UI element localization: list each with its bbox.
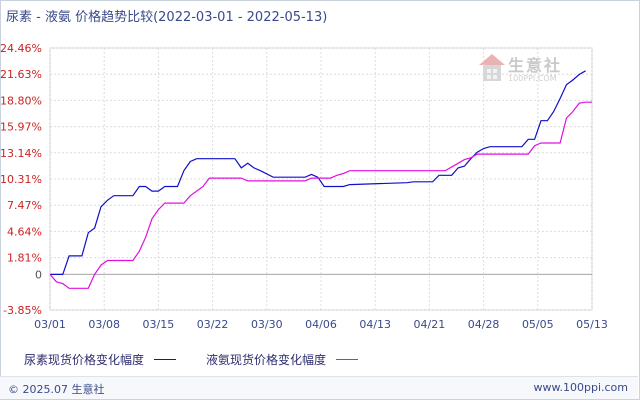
x-tick-label: 03/15	[143, 318, 175, 331]
x-tick-label: 05/05	[522, 318, 554, 331]
y-tick-label: 13.14%	[0, 147, 42, 160]
y-tick-label: 21.63%	[0, 68, 42, 81]
chart-title: 尿素 - 液氨 价格趋势比较(2022-03-01 - 2022-05-13)	[6, 10, 328, 25]
x-tick-label: 03/01	[34, 318, 66, 331]
footer: © 2025.07 生意社 www.100ppi.com	[0, 376, 638, 399]
legend-swatch-series2	[336, 358, 359, 360]
legend-label-series1: 尿素现货价格变化幅度	[24, 352, 145, 367]
logo: 生意社 100PPI.COM	[478, 52, 578, 88]
y-tick-label: 24.46%	[0, 42, 42, 55]
x-tick-label: 04/13	[359, 318, 391, 331]
y-tick-label: 1.81%	[7, 252, 42, 265]
house-logo-icon	[479, 54, 505, 81]
y-tick-label: -3.85%	[3, 304, 42, 317]
x-tick-label: 05/13	[576, 318, 608, 331]
y-tick-label: 0	[35, 268, 42, 281]
logo-name: 生意社	[508, 56, 563, 75]
series-line-1	[50, 70, 586, 275]
x-tick-label: 04/06	[305, 318, 337, 331]
footer-site-link[interactable]: www.100ppi.com	[533, 381, 628, 394]
legend-label-series2: 液氨现货价格变化幅度	[206, 352, 327, 367]
y-tick-label: 18.80%	[0, 94, 42, 107]
logo-url: 100PPI.COM	[508, 74, 557, 83]
y-tick-label: 10.31%	[0, 173, 42, 186]
x-tick-label: 03/30	[251, 318, 283, 331]
legend-item-series1: 尿素现货价格变化幅度	[24, 351, 177, 368]
legend: 尿素现货价格变化幅度 液氨现货价格变化幅度	[24, 350, 388, 368]
y-tick-label: 4.64%	[7, 225, 42, 238]
footer-copyright: © 2025.07 生意社	[8, 383, 105, 396]
series-line-2	[49, 101, 592, 289]
y-tick-label: 15.97%	[0, 121, 42, 134]
legend-swatch-series1	[154, 358, 177, 360]
x-tick-label: 03/22	[197, 318, 229, 331]
y-tick-label: 7.47%	[7, 199, 42, 212]
x-tick-label: 04/21	[414, 318, 446, 331]
legend-item-series2: 液氨现货价格变化幅度	[206, 351, 359, 368]
x-tick-label: 03/08	[88, 318, 120, 331]
x-tick-label: 04/28	[468, 318, 500, 331]
